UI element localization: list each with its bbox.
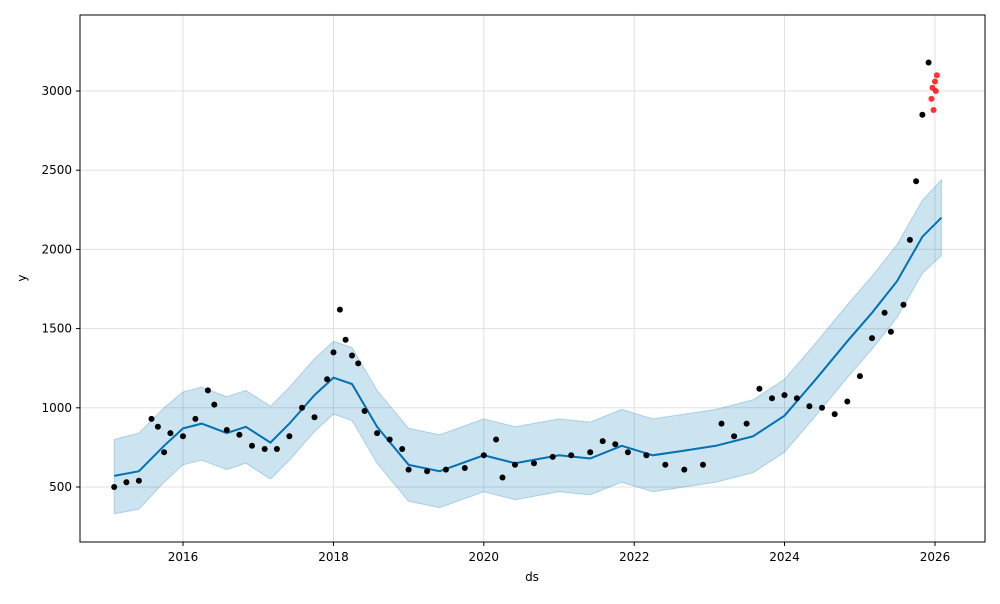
observed-point <box>643 452 650 459</box>
observed-point <box>405 466 412 473</box>
observed-point <box>355 360 362 367</box>
observed-point <box>204 387 211 394</box>
observed-point <box>135 477 142 484</box>
x-tick-label: 2022 <box>619 550 650 564</box>
observed-point <box>887 328 894 335</box>
observed-point <box>881 309 888 316</box>
uncertainty-band <box>113 178 942 515</box>
observed-point <box>549 453 556 460</box>
observed-point <box>386 436 393 443</box>
observed-point <box>819 404 825 411</box>
x-tick-label: 2024 <box>769 550 800 564</box>
observed-point <box>311 414 318 421</box>
observed-point <box>844 398 851 405</box>
observed-point <box>900 301 907 308</box>
observed-point <box>336 306 343 313</box>
y-tick-label: 2000 <box>41 242 72 256</box>
observed-points-layer <box>111 59 932 490</box>
holdout-point <box>930 107 937 113</box>
x-axis-label: ds <box>525 570 539 584</box>
observed-point <box>374 430 381 437</box>
observed-point <box>925 59 932 66</box>
y-axis-ticks: 500 1000 1500 2000 2500 3000 <box>41 84 80 494</box>
holdout-point <box>932 78 938 85</box>
y-tick-label: 1500 <box>41 322 72 336</box>
observed-point <box>161 449 168 456</box>
observed-point <box>869 335 875 342</box>
observed-point <box>299 404 305 411</box>
observed-point <box>587 449 594 456</box>
observed-point <box>236 431 243 438</box>
observed-point <box>461 465 468 471</box>
observed-point <box>681 466 688 473</box>
observed-point <box>111 484 118 490</box>
x-axis-ticks: 2016 2018 2020 2022 2024 2026 <box>168 542 951 564</box>
observed-point <box>493 436 500 443</box>
y-tick-label: 1000 <box>41 401 72 415</box>
observed-point <box>806 403 813 410</box>
observed-point <box>700 461 706 468</box>
observed-point <box>399 446 406 452</box>
observed-point <box>180 433 186 440</box>
observed-point <box>424 468 431 475</box>
holdout-point <box>932 88 939 94</box>
observed-point <box>731 433 738 440</box>
observed-point <box>223 427 230 433</box>
x-tick-label: 2020 <box>468 550 499 564</box>
plot-frame <box>79 14 986 543</box>
observed-point <box>743 420 750 427</box>
observed-point <box>273 446 280 452</box>
holdout-points-layer <box>928 72 940 113</box>
observed-point <box>512 461 518 468</box>
holdout-point <box>928 95 935 102</box>
y-tick-label: 500 <box>49 480 72 494</box>
y-axis-label: y <box>15 274 29 281</box>
observed-point <box>718 420 725 427</box>
observed-point <box>769 395 775 402</box>
observed-point <box>599 438 606 445</box>
observed-point <box>249 442 255 449</box>
observed-point <box>330 349 337 356</box>
observed-point <box>531 460 537 467</box>
observed-point <box>499 474 506 481</box>
observed-point <box>154 423 161 430</box>
observed-point <box>756 385 763 392</box>
observed-point <box>349 352 355 359</box>
observed-point <box>123 479 130 486</box>
observed-point <box>324 376 331 383</box>
observed-point <box>148 415 155 422</box>
observed-point <box>906 236 913 243</box>
y-tick-label: 3000 <box>41 84 72 98</box>
observed-point <box>919 111 926 118</box>
observed-point <box>286 433 293 440</box>
observed-point <box>612 441 619 448</box>
holdout-point <box>933 72 940 79</box>
x-tick-label: 2026 <box>920 550 951 564</box>
observed-point <box>856 373 863 380</box>
observed-point <box>211 401 218 408</box>
observed-point <box>192 415 199 422</box>
observed-point <box>261 446 268 452</box>
observed-point <box>480 452 487 459</box>
observed-point <box>913 178 920 185</box>
observed-point <box>781 392 788 399</box>
x-tick-label: 2016 <box>168 550 199 564</box>
x-tick-label: 2018 <box>318 550 349 564</box>
observed-point <box>662 461 669 468</box>
observed-point <box>361 408 368 414</box>
observed-point <box>831 411 838 418</box>
observed-point <box>624 449 631 456</box>
observed-point <box>167 430 174 437</box>
grid-lines <box>80 15 985 542</box>
observed-point <box>342 336 349 343</box>
observed-point <box>568 452 575 459</box>
observed-point <box>793 395 800 402</box>
y-tick-label: 2500 <box>41 163 72 177</box>
observed-point <box>442 466 449 473</box>
uncertainty-band-layer <box>113 178 942 515</box>
